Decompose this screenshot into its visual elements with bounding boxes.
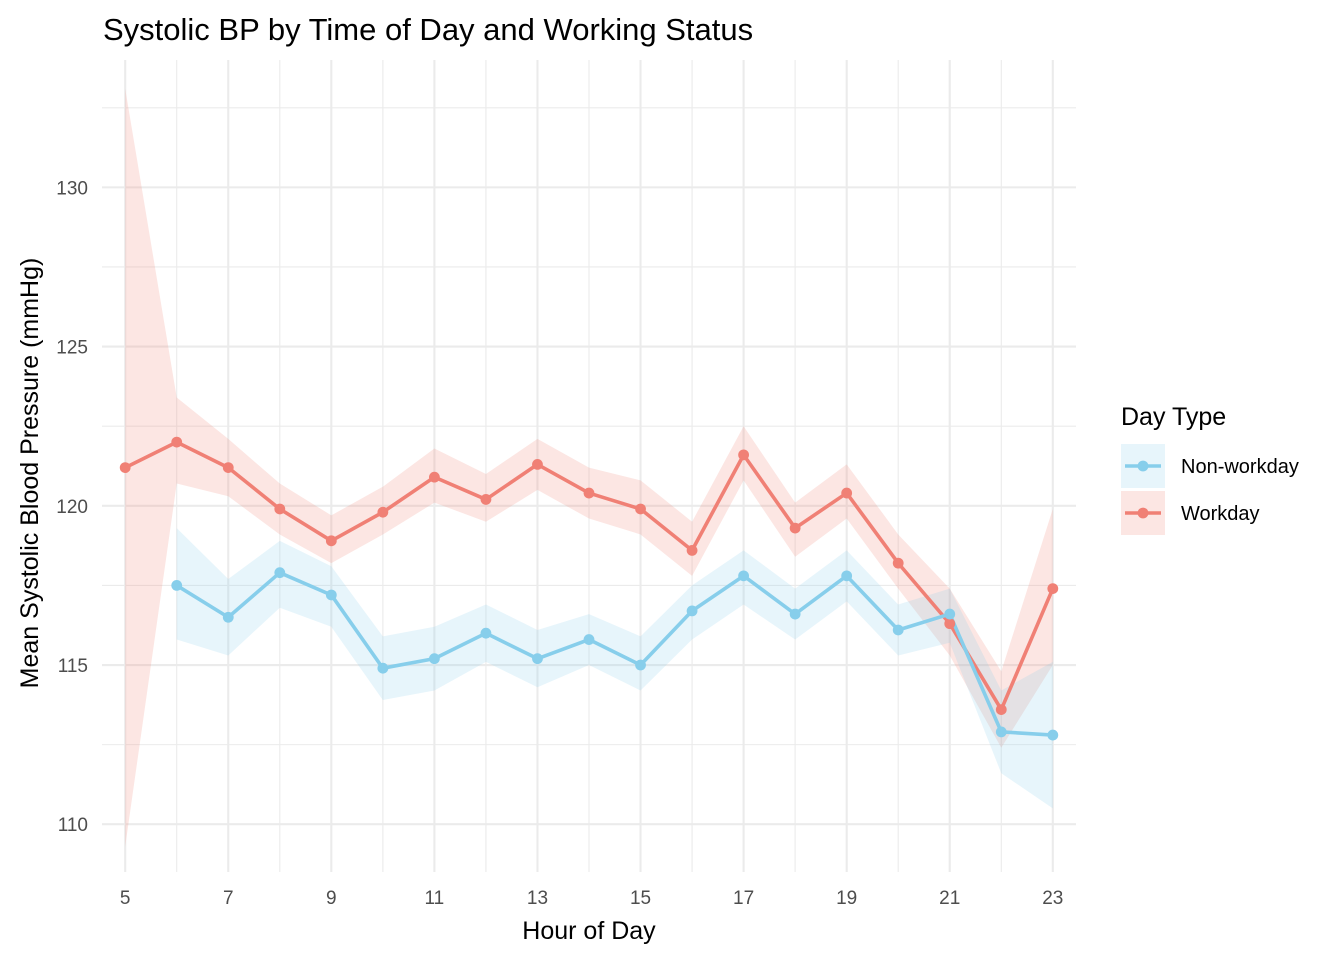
legend-title: Day Type: [1121, 403, 1226, 431]
series-points: [119, 436, 1059, 741]
x-tick-label: 21: [939, 888, 960, 909]
data-point: [789, 522, 801, 534]
data-point: [944, 608, 956, 620]
data-point: [686, 605, 698, 617]
legend-items: Non-workday Workday: [1121, 444, 1299, 535]
data-point: [480, 494, 492, 505]
legend-key-point: [1137, 507, 1149, 519]
data-point: [995, 704, 1007, 715]
data-point: [428, 653, 440, 665]
x-tick-label: 13: [527, 888, 548, 909]
data-point: [686, 544, 698, 556]
y-axis-ticks: 110 115 120 125 130: [56, 178, 88, 836]
series-line: [174, 570, 1055, 737]
data-point: [325, 535, 337, 547]
legend-label: Workday: [1181, 503, 1260, 525]
data-point: [377, 506, 389, 518]
confidence-ribbons: [125, 88, 1053, 847]
x-axis-ticks: 5 7 9 11 13 15 17 19 21 23: [120, 888, 1063, 909]
data-point: [1047, 729, 1059, 741]
data-point: [635, 503, 646, 515]
confidence-ribbon: [176, 528, 1053, 809]
data-point: [738, 570, 750, 582]
major-gridlines: [102, 60, 1076, 872]
x-tick-label: 5: [120, 888, 131, 909]
data-point: [841, 570, 853, 582]
data-point: [995, 726, 1007, 738]
y-tick-label: 115: [58, 656, 88, 677]
data-point: [789, 608, 801, 620]
y-tick-label: 125: [56, 338, 88, 359]
legend-label: Non-workday: [1181, 456, 1299, 478]
x-tick-label: 23: [1042, 888, 1063, 909]
data-point: [532, 459, 543, 470]
data-point: [583, 487, 595, 499]
data-point: [171, 580, 183, 591]
x-tick-label: 7: [223, 888, 234, 909]
data-point: [274, 503, 286, 515]
data-point: [119, 462, 131, 473]
data-point: [892, 557, 904, 569]
x-tick-label: 19: [836, 888, 857, 909]
data-point: [841, 487, 853, 499]
y-tick-label: 120: [56, 497, 88, 518]
data-point: [171, 436, 183, 448]
confidence-ribbon: [125, 88, 1053, 847]
data-point: [583, 634, 595, 645]
data-point: [635, 659, 646, 671]
x-tick-label: 11: [425, 888, 445, 909]
chart-title: Systolic BP by Time of Day and Working S…: [103, 12, 753, 47]
data-point: [274, 567, 286, 579]
data-point: [480, 627, 492, 639]
data-point: [428, 471, 440, 483]
x-tick-label: 9: [326, 888, 337, 909]
y-tick-label: 130: [56, 178, 88, 199]
y-axis-title: Mean Systolic Blood Pressure (mmHg): [16, 258, 44, 689]
data-point: [738, 449, 750, 461]
y-tick-label: 110: [58, 815, 88, 836]
data-point: [325, 589, 337, 601]
legend-key-point: [1137, 460, 1149, 472]
legend: Day Type Non-workday Workday: [1121, 403, 1299, 535]
data-point: [377, 662, 389, 674]
data-point: [892, 624, 904, 636]
data-point: [1047, 583, 1059, 594]
x-tick-label: 17: [733, 888, 754, 909]
data-point: [944, 618, 956, 630]
plot-panel: [102, 60, 1076, 872]
x-axis-title: Hour of Day: [522, 917, 656, 945]
x-tick-label: 15: [630, 888, 651, 909]
data-point: [222, 611, 234, 623]
data-point: [532, 653, 543, 665]
data-point: [222, 462, 234, 473]
